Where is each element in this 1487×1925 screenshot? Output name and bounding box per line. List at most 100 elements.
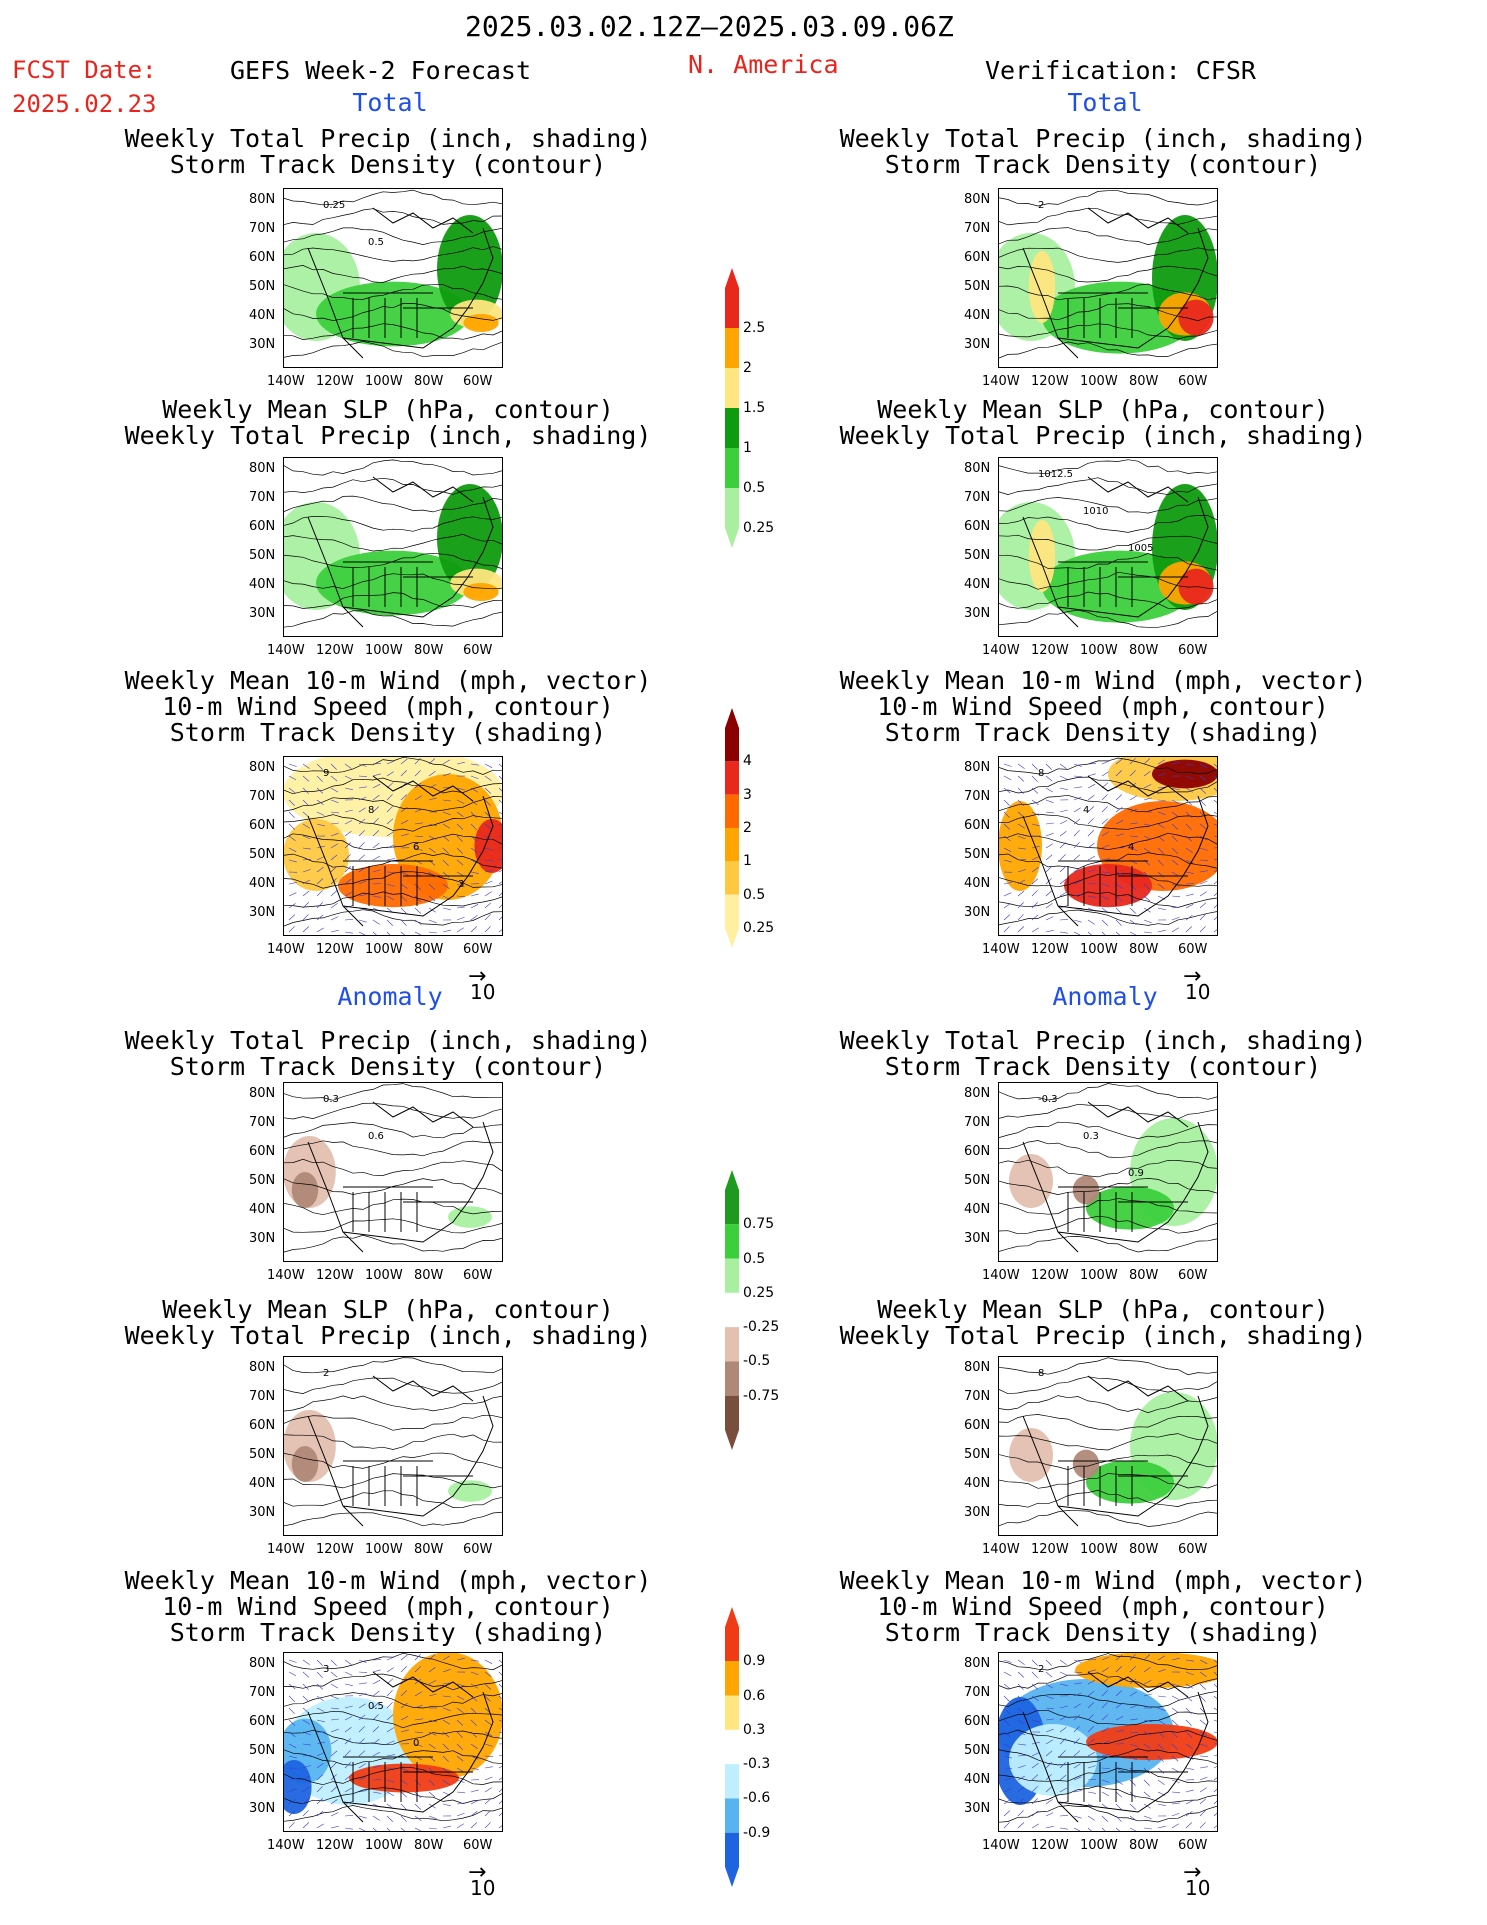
lat-tick: 50N (964, 548, 991, 563)
contour-lines (998, 757, 1218, 926)
colorbar-label: 0.25 (743, 920, 775, 936)
contour-labels: 2 (1038, 200, 1044, 211)
contour-label: 0.3 (1083, 1131, 1099, 1142)
panel-title-line: Weekly Total Precip (inch, shading) (124, 1321, 652, 1350)
lon-tick: 80W (1129, 942, 1159, 957)
shading-field (1009, 1392, 1218, 1504)
lat-tick: 30N (964, 905, 991, 920)
lat-tick: 50N (249, 847, 276, 862)
contour-labels: 8 (1038, 1368, 1044, 1379)
lon-tick: 80W (1129, 374, 1159, 389)
vector-reference: → (1183, 964, 1202, 989)
colorbar-label: 2 (743, 360, 752, 376)
colorbar-label: -0.3 (743, 1756, 771, 1773)
colorbar-label: 4 (743, 753, 752, 770)
lat-tick: 80N (249, 1086, 276, 1101)
contour-label: 4 (1128, 842, 1134, 853)
lon-tick: 80W (414, 374, 444, 389)
map-svg: -0.3 0.3 0.9 (998, 1082, 1218, 1262)
coastlines (307, 1101, 494, 1253)
lat-tick: 30N (964, 1505, 991, 1520)
lon-tick: 120W (1031, 1268, 1069, 1283)
colorbar-label: 0.25 (743, 520, 775, 536)
lon-tick: 140W (267, 1542, 305, 1557)
coastlines (1022, 476, 1209, 628)
panel-title-line: Weekly Mean 10-m Wind (mph, vector) (839, 1566, 1367, 1595)
lat-tick: 30N (964, 1801, 991, 1816)
model-label: GEFS Week-2 Forecast (230, 56, 532, 85)
contour-labels: 8 4 4 (1038, 768, 1134, 853)
lat-tick: 40N (249, 1202, 276, 1217)
coastlines (1022, 1375, 1209, 1527)
panel-title-line: Weekly Total Precip (inch, shading) (124, 421, 652, 450)
contour-labels: 0.3 0.6 (323, 1094, 384, 1142)
panel-title-line: Weekly Mean 10-m Wind (mph, vector) (124, 1566, 652, 1595)
contour-lines (998, 1653, 1218, 1823)
lon-tick: 60W (1178, 643, 1208, 658)
lat-tick: 70N (964, 490, 991, 505)
lat-tick: 40N (964, 308, 991, 323)
contour-label: 1012.5 (1038, 469, 1073, 480)
panel-title: Weekly Mean 10-m Wind (mph, vector) 10-m … (78, 668, 698, 746)
colorbar-label: 1 (743, 440, 752, 456)
contour-label: 4 (1083, 805, 1089, 816)
shading-field (283, 1652, 503, 1814)
map-svg: 30.50 (283, 1652, 503, 1832)
panel-title-line: Weekly Total Precip (inch, shading) (839, 124, 1367, 153)
lon-tick: 100W (365, 1542, 403, 1557)
shading-field (283, 1410, 492, 1502)
map-panel-ver-total-wind: 8 4 4 (998, 756, 1218, 936)
lat-tick: 50N (964, 1447, 991, 1462)
lon-tick: 120W (1031, 942, 1069, 957)
map-panel-ver-total-slp: 1012.5 1010 1005 (998, 457, 1218, 637)
lat-tick: 80N (249, 1656, 276, 1671)
contour-label: 1005 (1128, 543, 1153, 554)
lat-tick: 50N (249, 1447, 276, 1462)
lat-tick: 80N (964, 1656, 991, 1671)
lon-tick: 100W (365, 1838, 403, 1853)
panel-title-line: 10-m Wind Speed (mph, contour) (162, 1592, 614, 1621)
contour-labels: 1012.5 1010 1005 (1038, 469, 1153, 554)
colorbar-label: 0.75 (743, 1216, 775, 1233)
colorbar-label: 0.5 (743, 480, 766, 496)
colorbar-svg (725, 1170, 739, 1450)
lat-tick: 80N (249, 461, 276, 476)
lon-tick: 60W (463, 1838, 493, 1853)
lat-tick: 40N (249, 308, 276, 323)
coastlines (307, 207, 494, 359)
lon-tick: 60W (1178, 1268, 1208, 1283)
lat-tick: 30N (249, 905, 276, 920)
coastlines (1022, 207, 1209, 359)
lon-tick: 60W (463, 374, 493, 389)
coastlines (1022, 1101, 1209, 1253)
lon-tick: 100W (365, 1268, 403, 1283)
lon-tick: 100W (365, 374, 403, 389)
contour-labels: 9 8 6 3 (323, 768, 464, 890)
contour-lines (998, 1357, 1218, 1527)
section-total-left: Total (352, 88, 428, 117)
colorbar-label: -0.25 (743, 1319, 780, 1336)
lon-tick: 60W (1178, 1542, 1208, 1557)
lat-tick: 40N (249, 577, 276, 592)
panel-title-line: Weekly Mean 10-m Wind (mph, vector) (839, 666, 1367, 695)
panel-title: Weekly Mean SLP (hPa, contour) Weekly Tot… (793, 397, 1413, 449)
contour-label: 0 (413, 1738, 419, 1749)
verification-label: Verification: CFSR (985, 56, 1256, 85)
lat-tick: 70N (249, 1115, 276, 1130)
map-panel-fc-anom-precip: 0.3 0.6 (283, 1082, 503, 1262)
shading-field (283, 484, 503, 616)
map-panel-ver-anom-precip: -0.3 0.3 0.9 (998, 1082, 1218, 1262)
page-title: 2025.03.02.12Z–2025.03.09.06Z (465, 10, 954, 43)
lon-tick: 120W (316, 1268, 354, 1283)
lat-tick: 70N (249, 221, 276, 236)
contour-label: 0.9 (1128, 1168, 1144, 1179)
contour-labels: 30.50 (323, 1664, 419, 1749)
vector-reference-value: 10 (470, 1876, 496, 1900)
lat-tick: 50N (964, 279, 991, 294)
contour-label: 6 (413, 842, 419, 853)
lat-tick: 40N (964, 1202, 991, 1217)
coastlines (1022, 775, 1209, 927)
lon-tick: 120W (316, 1838, 354, 1853)
lat-tick: 60N (249, 519, 276, 534)
lat-tick: 60N (249, 250, 276, 265)
